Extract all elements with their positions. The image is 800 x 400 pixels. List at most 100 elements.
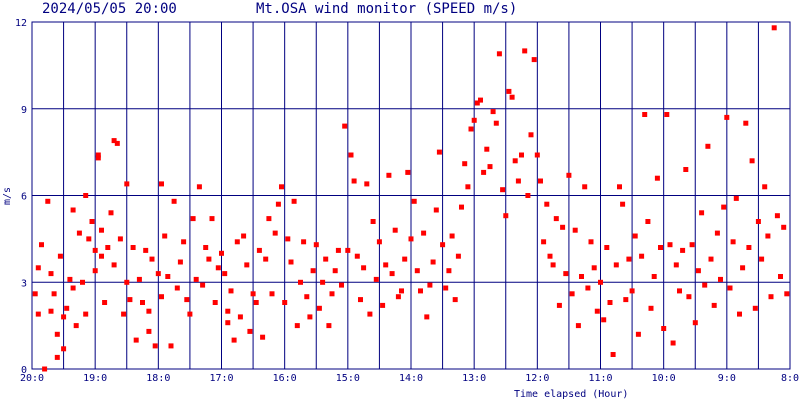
data-point [70, 285, 76, 291]
data-point [70, 207, 76, 213]
chart-datetime: 2024/05/05 20:00 [42, 1, 177, 17]
data-point [629, 288, 635, 294]
data-point [566, 172, 572, 178]
data-point [111, 262, 117, 268]
data-point [335, 247, 341, 253]
data-point [373, 276, 379, 282]
data-point [465, 184, 471, 190]
data-point [80, 279, 85, 285]
data-point [174, 285, 180, 291]
data-point [266, 216, 272, 222]
data-point [241, 233, 247, 239]
data-point [493, 120, 499, 126]
data-point [642, 112, 648, 117]
data-point [234, 239, 240, 245]
data-point [35, 311, 41, 317]
data-point [231, 337, 237, 343]
data-point [506, 88, 512, 94]
x-tick-label: 18:0 [146, 373, 170, 384]
data-point [102, 300, 108, 305]
y-tick-label: 12 [15, 18, 27, 29]
data-point [635, 331, 641, 337]
data-point [474, 100, 480, 106]
y-tick-label: 6 [21, 192, 27, 203]
data-point [598, 279, 603, 285]
data-point [61, 346, 67, 352]
data-point [414, 268, 420, 274]
data-point [256, 247, 262, 253]
x-tick-label: 16:0 [273, 373, 297, 384]
data-point [670, 340, 676, 346]
data-point [285, 236, 291, 242]
data-point [181, 239, 187, 245]
data-point [721, 204, 727, 210]
plot-frame [31, 21, 791, 370]
data-point [228, 288, 234, 294]
data-point [446, 268, 452, 274]
data-point [714, 230, 720, 236]
data-point [177, 259, 183, 265]
data-point [339, 282, 344, 288]
x-axis-label: Time elapsed (Hour) [514, 389, 628, 400]
data-point [673, 262, 679, 268]
x-tick-label: 17:0 [209, 373, 233, 384]
data-point [304, 294, 310, 300]
data-point [380, 302, 386, 308]
data-point [481, 169, 487, 175]
data-point [159, 181, 164, 187]
data-point [206, 256, 212, 262]
data-point [92, 247, 98, 253]
data-point [212, 300, 218, 305]
data-point [323, 256, 329, 262]
data-point [683, 167, 689, 172]
data-point [556, 302, 562, 308]
data-point [421, 230, 427, 236]
data-point [140, 300, 145, 305]
data-point [765, 233, 771, 239]
data-point [345, 247, 351, 253]
data-point [237, 314, 243, 320]
data-point [680, 247, 686, 253]
data-point [184, 297, 190, 303]
data-point [326, 323, 332, 329]
data-point [298, 279, 303, 285]
data-point [471, 117, 477, 123]
data-point [152, 343, 158, 349]
data-point [405, 169, 411, 175]
data-point [114, 140, 120, 146]
data-point [468, 126, 474, 132]
data-point [389, 271, 395, 277]
data-point [272, 230, 278, 236]
data-point [692, 320, 698, 326]
data-point [430, 259, 436, 265]
data-point [771, 25, 777, 31]
data-point [250, 291, 256, 297]
data-point [743, 120, 749, 126]
data-point [610, 352, 616, 357]
data-point [376, 239, 382, 245]
data-point [651, 274, 657, 279]
data-point [418, 288, 423, 294]
data-point [51, 291, 57, 297]
data-point [478, 97, 483, 103]
data-point [48, 271, 54, 277]
data-point [76, 230, 82, 236]
data-point [364, 181, 370, 187]
data-point [727, 285, 733, 291]
data-point [288, 259, 294, 265]
data-point [547, 253, 553, 259]
data-point [225, 320, 231, 326]
data-point [348, 152, 354, 158]
data-point [86, 236, 92, 242]
data-point [544, 201, 550, 207]
data-point [613, 262, 619, 268]
data-point [351, 178, 357, 184]
data-point [708, 256, 714, 262]
data-point [626, 256, 632, 262]
data-point [677, 288, 682, 294]
y-tick-label: 9 [21, 105, 27, 116]
data-point [209, 216, 215, 222]
data-point [54, 354, 60, 360]
data-point [617, 184, 622, 190]
